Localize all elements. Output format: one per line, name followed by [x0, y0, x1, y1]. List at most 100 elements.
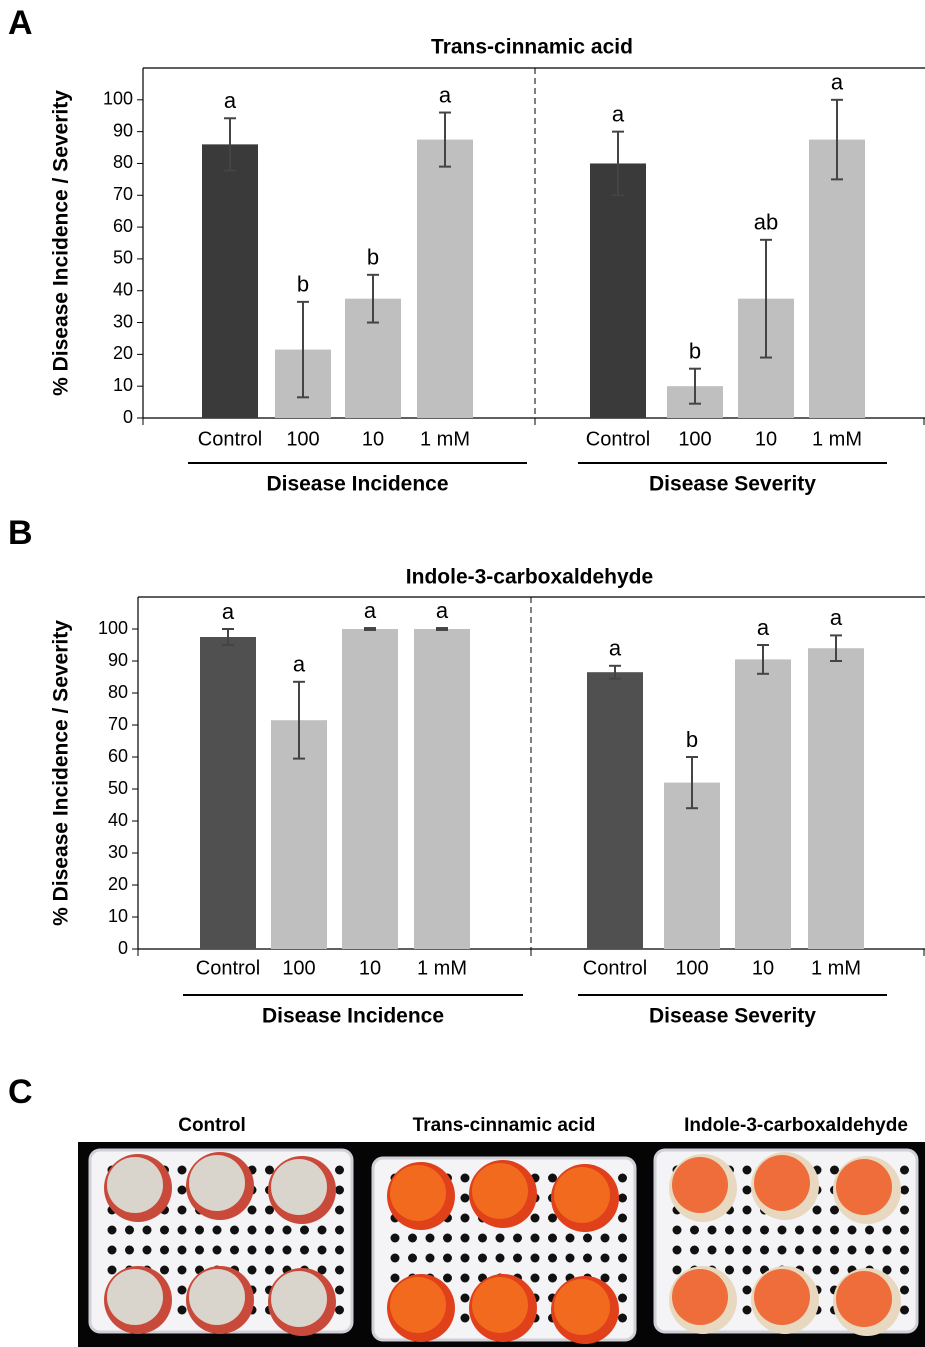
significance-letter: a — [222, 599, 235, 624]
group-label: Disease Incidence — [266, 473, 448, 496]
tray-hole — [461, 1234, 470, 1243]
x-tick-label: 1 mM — [420, 428, 470, 450]
tray-hole — [443, 1234, 452, 1243]
y-tick-label: 50 — [108, 778, 128, 798]
y-axis-label: % Disease Incidence / Severity — [50, 90, 73, 396]
tray-hole — [230, 1226, 239, 1235]
y-tick-label: 0 — [123, 407, 133, 427]
tray-hole — [531, 1274, 540, 1283]
tray-hole — [618, 1194, 627, 1203]
tray-hole — [743, 1166, 752, 1175]
tray-hole — [461, 1174, 470, 1183]
tray-hole — [143, 1246, 152, 1255]
tray-hole — [248, 1246, 257, 1255]
tray-hole — [708, 1226, 717, 1235]
significance-letter: b — [686, 727, 698, 752]
tray-hole — [335, 1206, 344, 1215]
significance-letter: a — [439, 82, 452, 107]
tray-hole — [900, 1266, 909, 1275]
x-tick-label: 100 — [282, 957, 315, 979]
panel-label: C — [8, 1073, 33, 1111]
tray-hole — [426, 1234, 435, 1243]
tray-hole — [618, 1294, 627, 1303]
tray-hole — [178, 1306, 187, 1315]
tray-hole — [461, 1314, 470, 1323]
tomato-surface — [107, 1269, 163, 1325]
x-tick-label: Control — [196, 957, 260, 979]
tray-hole — [583, 1254, 592, 1263]
tray-hole — [300, 1246, 309, 1255]
x-tick-label: 10 — [752, 957, 774, 979]
group-label: Disease Incidence — [262, 1005, 444, 1028]
tray-hole — [178, 1206, 187, 1215]
tray-hole — [566, 1254, 575, 1263]
tomato-surface — [189, 1155, 245, 1211]
tomato-surface — [271, 1159, 327, 1215]
tray-hole — [248, 1266, 257, 1275]
tray-hole — [673, 1226, 682, 1235]
chart-title: Indole-3-carboxaldehyde — [406, 566, 653, 589]
tray-hole — [283, 1246, 292, 1255]
bar — [414, 629, 470, 949]
x-tick-label: 10 — [362, 428, 384, 450]
tomato-surface — [554, 1279, 610, 1335]
tray-hole — [760, 1246, 769, 1255]
bar — [200, 637, 256, 949]
tray-hole — [391, 1254, 400, 1263]
significance-letter: a — [831, 70, 844, 95]
tray-hole — [673, 1246, 682, 1255]
tray-hole — [461, 1254, 470, 1263]
tray-hole — [690, 1226, 699, 1235]
tray-hole — [743, 1246, 752, 1255]
significance-letter: a — [364, 598, 377, 623]
error-bar — [436, 628, 448, 630]
y-tick-label: 40 — [108, 810, 128, 830]
tray-hole — [813, 1226, 822, 1235]
y-tick-label: 50 — [113, 248, 133, 268]
tomato-surface — [836, 1159, 892, 1215]
x-tick-label: 10 — [755, 428, 777, 450]
tray-hole — [900, 1186, 909, 1195]
y-tick-label: 100 — [103, 89, 133, 109]
tray-hole — [725, 1226, 734, 1235]
y-tick-label: 30 — [113, 311, 133, 331]
y-tick-label: 20 — [113, 343, 133, 363]
tray-hole — [548, 1234, 557, 1243]
tomato-surface — [189, 1269, 245, 1325]
significance-letter: a — [224, 88, 237, 113]
y-tick-label: 80 — [113, 152, 133, 172]
tray-hole — [248, 1226, 257, 1235]
tray-hole — [426, 1254, 435, 1263]
tray-hole — [778, 1226, 787, 1235]
y-tick-label: 10 — [108, 906, 128, 926]
tray-hole — [125, 1226, 134, 1235]
bar — [417, 140, 473, 418]
tray-hole — [830, 1246, 839, 1255]
significance-letter: b — [689, 338, 701, 363]
tray-hole — [335, 1166, 344, 1175]
tray-hole — [725, 1246, 734, 1255]
tray-hole — [461, 1294, 470, 1303]
tomato-surface — [672, 1157, 728, 1213]
tray-hole — [195, 1226, 204, 1235]
tray-hole — [178, 1286, 187, 1295]
tray-hole — [461, 1194, 470, 1203]
tray-hole — [335, 1246, 344, 1255]
tray-hole — [513, 1254, 522, 1263]
tray-hole — [566, 1234, 575, 1243]
significance-letter: b — [297, 272, 309, 297]
tomato-surface — [271, 1271, 327, 1327]
significance-letter: ab — [754, 210, 778, 235]
tray-hole — [496, 1234, 505, 1243]
tray-hole — [795, 1226, 804, 1235]
tray-hole — [178, 1186, 187, 1195]
tomato-surface — [836, 1271, 892, 1327]
tray-hole — [813, 1266, 822, 1275]
tray-hole — [318, 1226, 327, 1235]
tomato-surface — [672, 1269, 728, 1325]
tomato-surface — [472, 1277, 528, 1333]
bar — [202, 144, 258, 418]
photo-label: Trans-cinnamic acid — [413, 1115, 596, 1136]
y-tick-label: 40 — [113, 279, 133, 299]
tray-hole — [865, 1246, 874, 1255]
